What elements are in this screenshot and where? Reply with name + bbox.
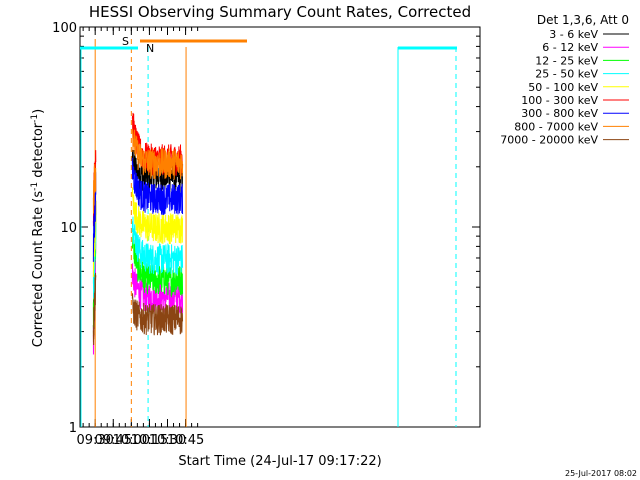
legend-label: 6 - 12 keV bbox=[542, 41, 598, 54]
x-axis-label: Start Time (24-Jul-17 09:17:22) bbox=[178, 454, 381, 469]
plot-series-group bbox=[80, 26, 480, 428]
timestamp: 25-Jul-2017 08:02 bbox=[565, 469, 637, 478]
legend-label: 25 - 50 keV bbox=[535, 68, 598, 81]
legend-label: 300 - 800 keV bbox=[521, 107, 598, 120]
series-line-a-8 bbox=[92, 272, 97, 346]
x-tick-label: 10:00 bbox=[113, 433, 150, 448]
series-line-b-2 bbox=[131, 232, 184, 298]
y-tick-label: 1 bbox=[69, 421, 77, 436]
legend-label: 3 - 6 keV bbox=[549, 28, 598, 41]
series-line-b-4 bbox=[131, 187, 184, 245]
series-line-b-1 bbox=[131, 263, 184, 314]
legend-header: Det 1,3,6, Att 0 bbox=[537, 13, 629, 27]
series-line-a-6 bbox=[92, 171, 97, 262]
legend-label: 7000 - 20000 keV bbox=[500, 134, 598, 147]
series-line-b-6 bbox=[131, 157, 184, 215]
night-label: N bbox=[146, 42, 154, 55]
legend-label: 50 - 100 keV bbox=[528, 81, 598, 94]
x-tick-label: 10:30 bbox=[149, 433, 186, 448]
legend-label: 800 - 7000 keV bbox=[514, 120, 598, 133]
x-tick-label: 10:45 bbox=[167, 433, 204, 448]
series-line-a-7 bbox=[92, 163, 97, 214]
legend-label: 12 - 25 keV bbox=[535, 54, 598, 67]
saa-label: S bbox=[122, 35, 129, 48]
y-axis-label: Corrected Count Rate (s-1 detector-1) bbox=[30, 109, 46, 347]
x-tick-label: 09:30 bbox=[76, 433, 113, 448]
chart-title: HESSI Observing Summary Count Rates, Cor… bbox=[89, 3, 471, 21]
series-line-b-8 bbox=[131, 293, 184, 336]
y-tick-label: 10 bbox=[60, 221, 77, 236]
x-tick-label: 10:15 bbox=[131, 433, 168, 448]
x-tick-label: 09:45 bbox=[95, 433, 132, 448]
y-tick-label: 100 bbox=[52, 21, 77, 36]
legend-label: 100 - 300 keV bbox=[521, 94, 598, 107]
series-line-b-7 bbox=[131, 128, 184, 180]
series-line-b-3 bbox=[131, 216, 184, 275]
